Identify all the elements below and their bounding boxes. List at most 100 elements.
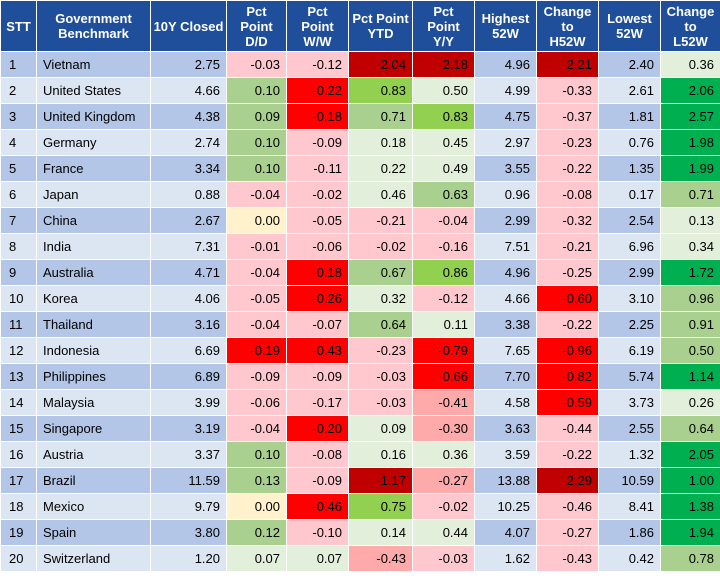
cell-ytd: 0.16 xyxy=(348,441,413,468)
cell-ww: -0.18 xyxy=(286,103,349,130)
table-row: 14 Malaysia 3.99 -0.06 -0.17 -0.03 -0.41 4.58 -0… xyxy=(0,389,720,416)
cell-ww: -0.11 xyxy=(286,155,349,182)
cell-yy: 0.50 xyxy=(412,77,475,104)
cell-ww: -0.17 xyxy=(286,389,349,416)
cell-cl52: 2.57 xyxy=(660,103,720,130)
cell-stt: 19 xyxy=(0,519,37,546)
cell-ch52: -0.08 xyxy=(536,181,599,208)
cell-stt: 16 xyxy=(0,441,37,468)
cell-closed: 2.74 xyxy=(150,129,227,156)
table-row: 6 Japan 0.88 -0.04 -0.02 0.46 0.63 0.96 -0.08 0.1… xyxy=(0,181,720,208)
cell-yy: 0.83 xyxy=(412,103,475,130)
cell-ww: -0.07 xyxy=(286,311,349,338)
cell-cl52: 1.38 xyxy=(660,493,720,520)
cell-dd: 0.12 xyxy=(226,519,287,546)
cell-ch52: -0.21 xyxy=(536,233,599,260)
table-row: 10 Korea 4.06 -0.05 -0.26 0.32 -0.12 4.66 -0.60 3… xyxy=(0,285,720,312)
cell-l52: 3.73 xyxy=(598,389,661,416)
cell-l52: 2.61 xyxy=(598,77,661,104)
cell-dd: 0.00 xyxy=(226,493,287,520)
cell-dd: 0.09 xyxy=(226,103,287,130)
table-row: 2 United States 4.66 0.10 -0.22 0.83 0.50 4.99-… xyxy=(0,77,720,104)
cell-ww: 0.07 xyxy=(286,545,349,572)
cell-stt: 10 xyxy=(0,285,37,312)
cell-l52: 1.32 xyxy=(598,441,661,468)
cell-ch52: -0.32 xyxy=(536,207,599,234)
cell-ww: -0.26 xyxy=(286,285,349,312)
cell-country: France xyxy=(36,155,151,182)
cell-ch52: -0.37 xyxy=(536,103,599,130)
cell-country: Brazil xyxy=(36,467,151,494)
cell-country: Malaysia xyxy=(36,389,151,416)
cell-h52: 4.58 xyxy=(474,389,537,416)
cell-stt: 13 xyxy=(0,363,37,390)
cell-ytd: 0.75 xyxy=(348,493,413,520)
cell-cl52: 0.91 xyxy=(660,311,720,338)
header-closed: 10Y Closed xyxy=(150,0,227,52)
cell-h52: 13.88 xyxy=(474,467,537,494)
cell-yy: -0.66 xyxy=(412,363,475,390)
cell-h52: 4.66 xyxy=(474,285,537,312)
cell-h52: 3.55 xyxy=(474,155,537,182)
table-row: 17 Brazil 11.59 0.13 -0.09 -1.17 -0.27 13.88 -2.… xyxy=(0,467,720,494)
cell-ww: -0.20 xyxy=(286,415,349,442)
cell-ytd: -0.23 xyxy=(348,337,413,364)
header-benchmark: Government Benchmark xyxy=(36,0,151,52)
cell-country: Vietnam xyxy=(36,51,151,78)
cell-cl52: 0.64 xyxy=(660,415,720,442)
cell-h52: 4.96 xyxy=(474,259,537,286)
cell-stt: 8 xyxy=(0,233,37,260)
cell-closed: 6.89 xyxy=(150,363,227,390)
cell-cl52: 2.05 xyxy=(660,441,720,468)
cell-ch52: -0.22 xyxy=(536,155,599,182)
cell-l52: 1.81 xyxy=(598,103,661,130)
cell-country: Spain xyxy=(36,519,151,546)
cell-h52: 10.25 xyxy=(474,493,537,520)
cell-stt: 11 xyxy=(0,311,37,338)
cell-closed: 9.79 xyxy=(150,493,227,520)
cell-cl52: 0.50 xyxy=(660,337,720,364)
cell-ytd: 0.67 xyxy=(348,259,413,286)
cell-ww: -0.46 xyxy=(286,493,349,520)
cell-dd: -0.03 xyxy=(226,51,287,78)
table-row: 19 Spain 3.80 0.12 -0.10 0.14 0.44 4.07 -0.27 1.8… xyxy=(0,519,720,546)
cell-dd: -0.04 xyxy=(226,311,287,338)
cell-yy: -0.27 xyxy=(412,467,475,494)
cell-yy: -0.16 xyxy=(412,233,475,260)
cell-closed: 11.59 xyxy=(150,467,227,494)
cell-dd: -0.05 xyxy=(226,285,287,312)
cell-dd: 0.00 xyxy=(226,207,287,234)
cell-closed: 2.67 xyxy=(150,207,227,234)
cell-stt: 5 xyxy=(0,155,37,182)
cell-ww: -0.10 xyxy=(286,519,349,546)
cell-cl52: 0.78 xyxy=(660,545,720,572)
table-row: 13 Philippines 6.89 -0.09 -0.09 -0.03 -0.66 7.7… xyxy=(0,363,720,390)
cell-ytd: 0.18 xyxy=(348,129,413,156)
cell-dd: 0.10 xyxy=(226,77,287,104)
cell-ytd: -1.17 xyxy=(348,467,413,494)
cell-l52: 0.76 xyxy=(598,129,661,156)
cell-ch52: -0.22 xyxy=(536,311,599,338)
cell-h52: 1.62 xyxy=(474,545,537,572)
header-ww: Pct Point W/W xyxy=(286,0,349,52)
cell-closed: 6.69 xyxy=(150,337,227,364)
cell-ww: -0.09 xyxy=(286,129,349,156)
cell-h52: 3.59 xyxy=(474,441,537,468)
table-row: 7 China 2.67 0.00 -0.05 -0.21 -0.04 2.99 -0.32 2.… xyxy=(0,207,720,234)
cell-l52: 2.40 xyxy=(598,51,661,78)
cell-l52: 8.41 xyxy=(598,493,661,520)
cell-l52: 1.35 xyxy=(598,155,661,182)
cell-ww: -0.18 xyxy=(286,259,349,286)
cell-cl52: 1.14 xyxy=(660,363,720,390)
cell-ytd: -0.43 xyxy=(348,545,413,572)
cell-l52: 2.99 xyxy=(598,259,661,286)
cell-closed: 4.06 xyxy=(150,285,227,312)
cell-l52: 1.86 xyxy=(598,519,661,546)
cell-h52: 3.63 xyxy=(474,415,537,442)
cell-h52: 4.99 xyxy=(474,77,537,104)
cell-stt: 4 xyxy=(0,129,37,156)
cell-closed: 4.66 xyxy=(150,77,227,104)
cell-cl52: 1.98 xyxy=(660,129,720,156)
cell-country: Indonesia xyxy=(36,337,151,364)
table-body: 1 Vietnam 2.75 -0.03 -0.12 -2.04 -2.18 4.96 -2.2… xyxy=(0,51,720,572)
